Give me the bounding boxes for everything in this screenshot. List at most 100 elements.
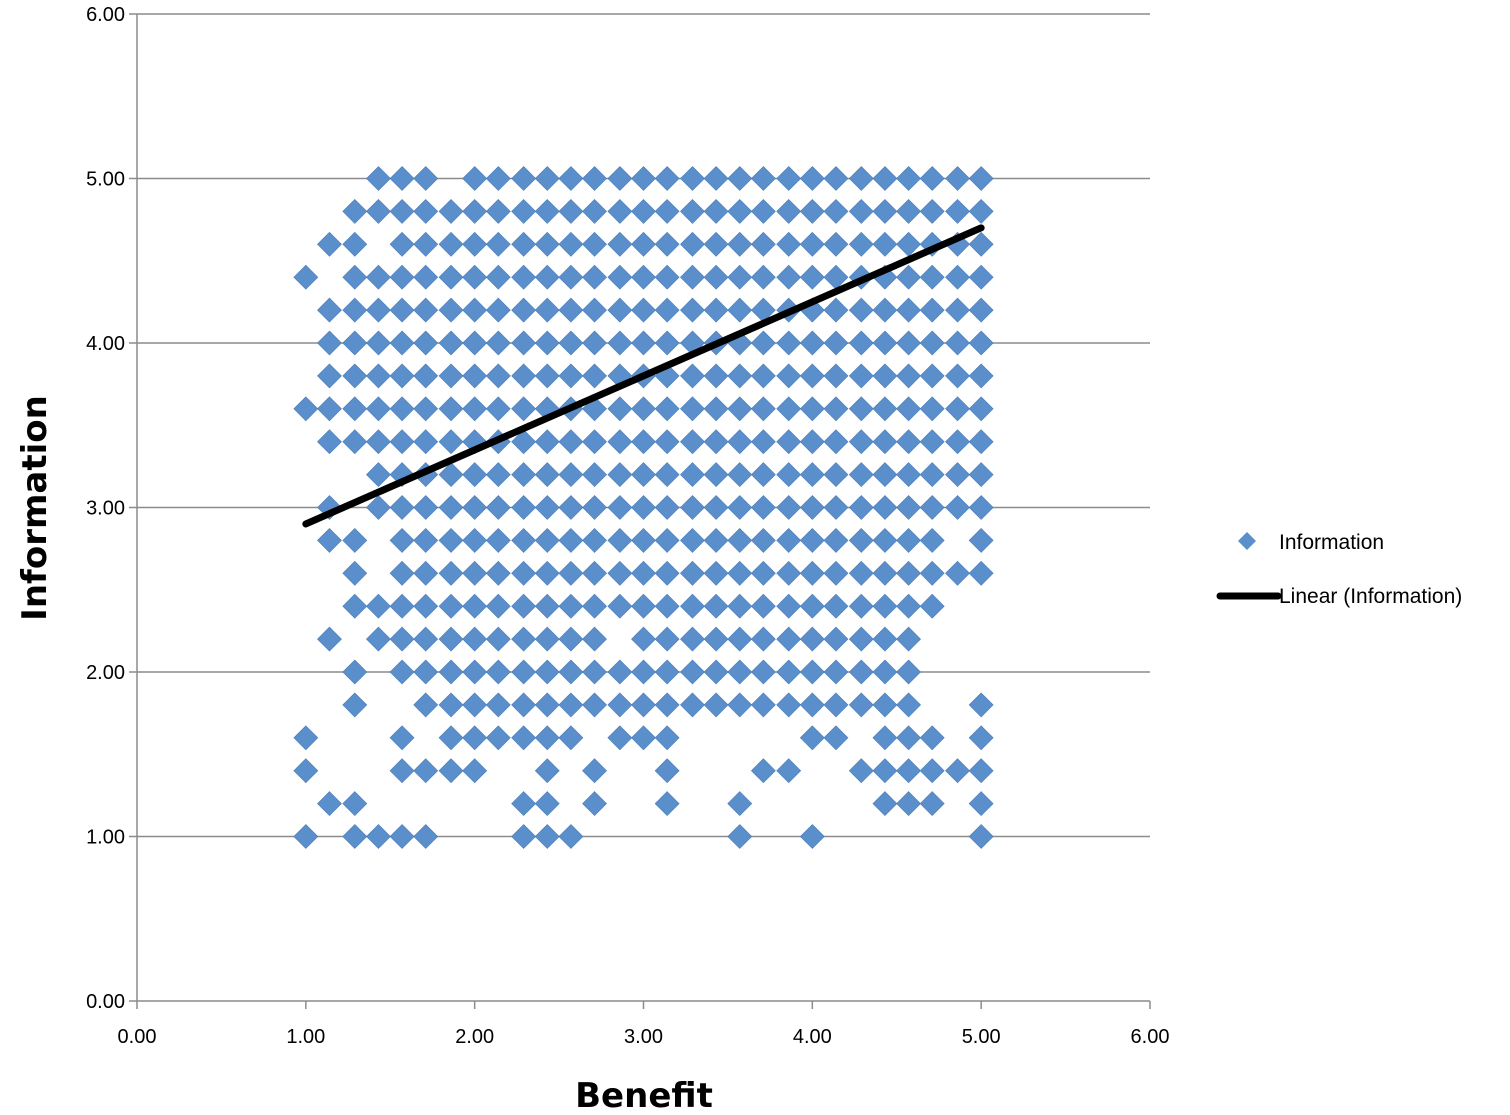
data-point xyxy=(582,626,607,652)
data-point xyxy=(680,593,705,619)
data-point xyxy=(558,692,584,718)
data-point xyxy=(342,396,368,422)
data-point xyxy=(823,396,849,422)
data-point xyxy=(558,264,584,290)
data-point xyxy=(896,692,921,718)
data-point xyxy=(511,330,537,356)
data-point xyxy=(558,363,584,389)
data-point xyxy=(654,264,680,290)
data-point xyxy=(872,231,898,257)
data-point xyxy=(389,725,415,751)
data-point xyxy=(366,495,391,520)
data-point xyxy=(654,593,680,619)
data-point xyxy=(438,560,464,586)
data-point xyxy=(342,527,368,553)
data-point xyxy=(872,692,898,718)
data-point xyxy=(582,166,607,191)
data-point xyxy=(631,264,656,290)
data-point xyxy=(727,166,753,191)
data-point xyxy=(534,330,560,356)
data-point xyxy=(919,297,945,323)
data-point xyxy=(654,692,680,718)
data-point xyxy=(366,166,391,191)
data-point xyxy=(919,758,945,784)
data-point xyxy=(631,560,656,586)
data-point xyxy=(462,396,488,422)
data-point xyxy=(680,198,705,224)
data-point xyxy=(438,593,464,619)
data-point xyxy=(607,166,633,191)
data-point xyxy=(919,429,945,455)
data-point xyxy=(896,429,921,455)
data-point xyxy=(968,560,994,586)
data-point xyxy=(389,231,415,257)
data-point xyxy=(919,791,945,817)
data-point xyxy=(776,264,802,290)
data-point xyxy=(872,495,898,520)
trendline xyxy=(302,224,985,528)
data-point xyxy=(727,264,753,290)
data-point xyxy=(896,495,921,520)
data-point xyxy=(919,231,945,257)
data-point xyxy=(919,264,945,290)
data-point xyxy=(607,725,633,751)
data-point xyxy=(823,659,849,685)
data-point xyxy=(680,297,705,323)
data-point xyxy=(872,626,898,652)
data-point xyxy=(366,198,391,224)
data-point xyxy=(462,330,488,356)
data-point xyxy=(727,231,753,257)
data-point xyxy=(968,363,994,389)
data-point xyxy=(968,791,994,817)
data-point xyxy=(872,330,898,356)
data-point xyxy=(848,297,874,323)
data-point xyxy=(413,758,439,784)
data-point xyxy=(342,264,368,290)
data-point xyxy=(607,198,633,224)
data-point xyxy=(727,626,753,652)
data-point xyxy=(776,626,802,652)
data-point xyxy=(896,198,921,224)
data-point xyxy=(680,166,705,191)
data-point xyxy=(776,692,802,718)
data-point xyxy=(776,330,802,356)
data-point xyxy=(872,593,898,619)
data-point xyxy=(945,198,970,224)
data-point xyxy=(776,593,802,619)
data-point xyxy=(945,758,970,784)
data-point xyxy=(799,659,825,685)
data-point xyxy=(317,791,342,817)
data-point xyxy=(968,198,994,224)
data-point xyxy=(582,363,607,389)
data-point xyxy=(413,429,439,455)
data-point xyxy=(727,593,753,619)
data-point xyxy=(511,659,537,685)
data-point xyxy=(968,824,994,849)
data-point xyxy=(848,462,874,488)
data-point xyxy=(558,725,584,751)
data-point xyxy=(389,495,415,520)
data-point xyxy=(342,824,368,849)
data-point xyxy=(534,659,560,685)
data-point xyxy=(799,396,825,422)
data-point xyxy=(558,527,584,553)
data-point xyxy=(413,692,439,718)
data-point xyxy=(848,231,874,257)
data-point xyxy=(582,396,607,422)
data-point xyxy=(750,758,776,784)
data-point xyxy=(342,330,368,356)
data-point xyxy=(896,396,921,422)
axes xyxy=(129,13,1151,1009)
data-point xyxy=(534,527,560,553)
data-point xyxy=(680,495,705,520)
data-point xyxy=(511,527,537,553)
data-point xyxy=(750,231,776,257)
data-point xyxy=(293,396,319,422)
data-point xyxy=(703,231,729,257)
data-point xyxy=(654,659,680,685)
data-point xyxy=(654,462,680,488)
data-point xyxy=(317,527,342,553)
data-point xyxy=(823,593,849,619)
data-point xyxy=(607,231,633,257)
data-point xyxy=(438,264,464,290)
